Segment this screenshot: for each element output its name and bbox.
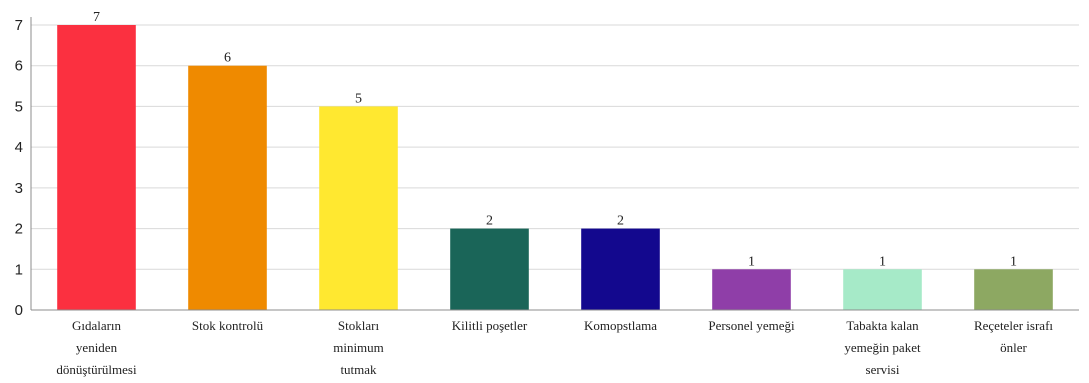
- bar: [712, 269, 791, 310]
- y-tick-label: 2: [15, 221, 23, 238]
- y-tick-label: 5: [15, 98, 23, 115]
- y-tick-label: 6: [15, 58, 23, 75]
- bar: [974, 269, 1053, 310]
- bar: [450, 228, 529, 310]
- bar: [581, 228, 660, 310]
- y-tick-label: 1: [15, 261, 23, 278]
- data-label: 1: [879, 254, 886, 269]
- data-label: 2: [617, 214, 624, 229]
- y-tick-label: 0: [15, 302, 23, 319]
- bars: [57, 25, 1053, 310]
- x-tick-label: Tabakta kalan yemeğin paket servisi: [844, 318, 921, 377]
- bar: [57, 25, 136, 310]
- bar: [843, 269, 922, 310]
- data-label: 1: [748, 254, 755, 269]
- x-tick-label: Komopstlama: [584, 318, 657, 333]
- data-label: 1: [1010, 254, 1017, 269]
- data-labels: 7 6 5 2 2 1 1 1: [93, 10, 1017, 269]
- y-tick-label: 3: [15, 180, 23, 197]
- x-axis: Gıdaların yeniden dönüştürülmesi Stok kontr…: [31, 309, 1079, 377]
- data-label: 7: [93, 10, 100, 25]
- bar: [188, 65, 267, 310]
- data-label: 2: [486, 214, 493, 229]
- x-tick-label: Reçeteler israfı önler: [974, 318, 1053, 355]
- x-tick-label: Stokları minimum tutmak: [333, 318, 384, 377]
- data-label: 5: [355, 91, 362, 106]
- data-label: 6: [224, 51, 231, 66]
- y-tick-label: 4: [15, 139, 23, 156]
- x-tick-label: Kilitli poşetler: [452, 318, 528, 333]
- bar: [319, 106, 398, 310]
- x-tick-label: Personel yemeği: [708, 318, 795, 333]
- y-axis: 0 1 2 3 4 5 6 7: [15, 17, 32, 319]
- x-tick-label: Stok kontrolü: [192, 318, 264, 333]
- x-tick-label: Gıdaların yeniden dönüştürülmesi: [56, 318, 137, 377]
- y-tick-label: 7: [15, 17, 23, 34]
